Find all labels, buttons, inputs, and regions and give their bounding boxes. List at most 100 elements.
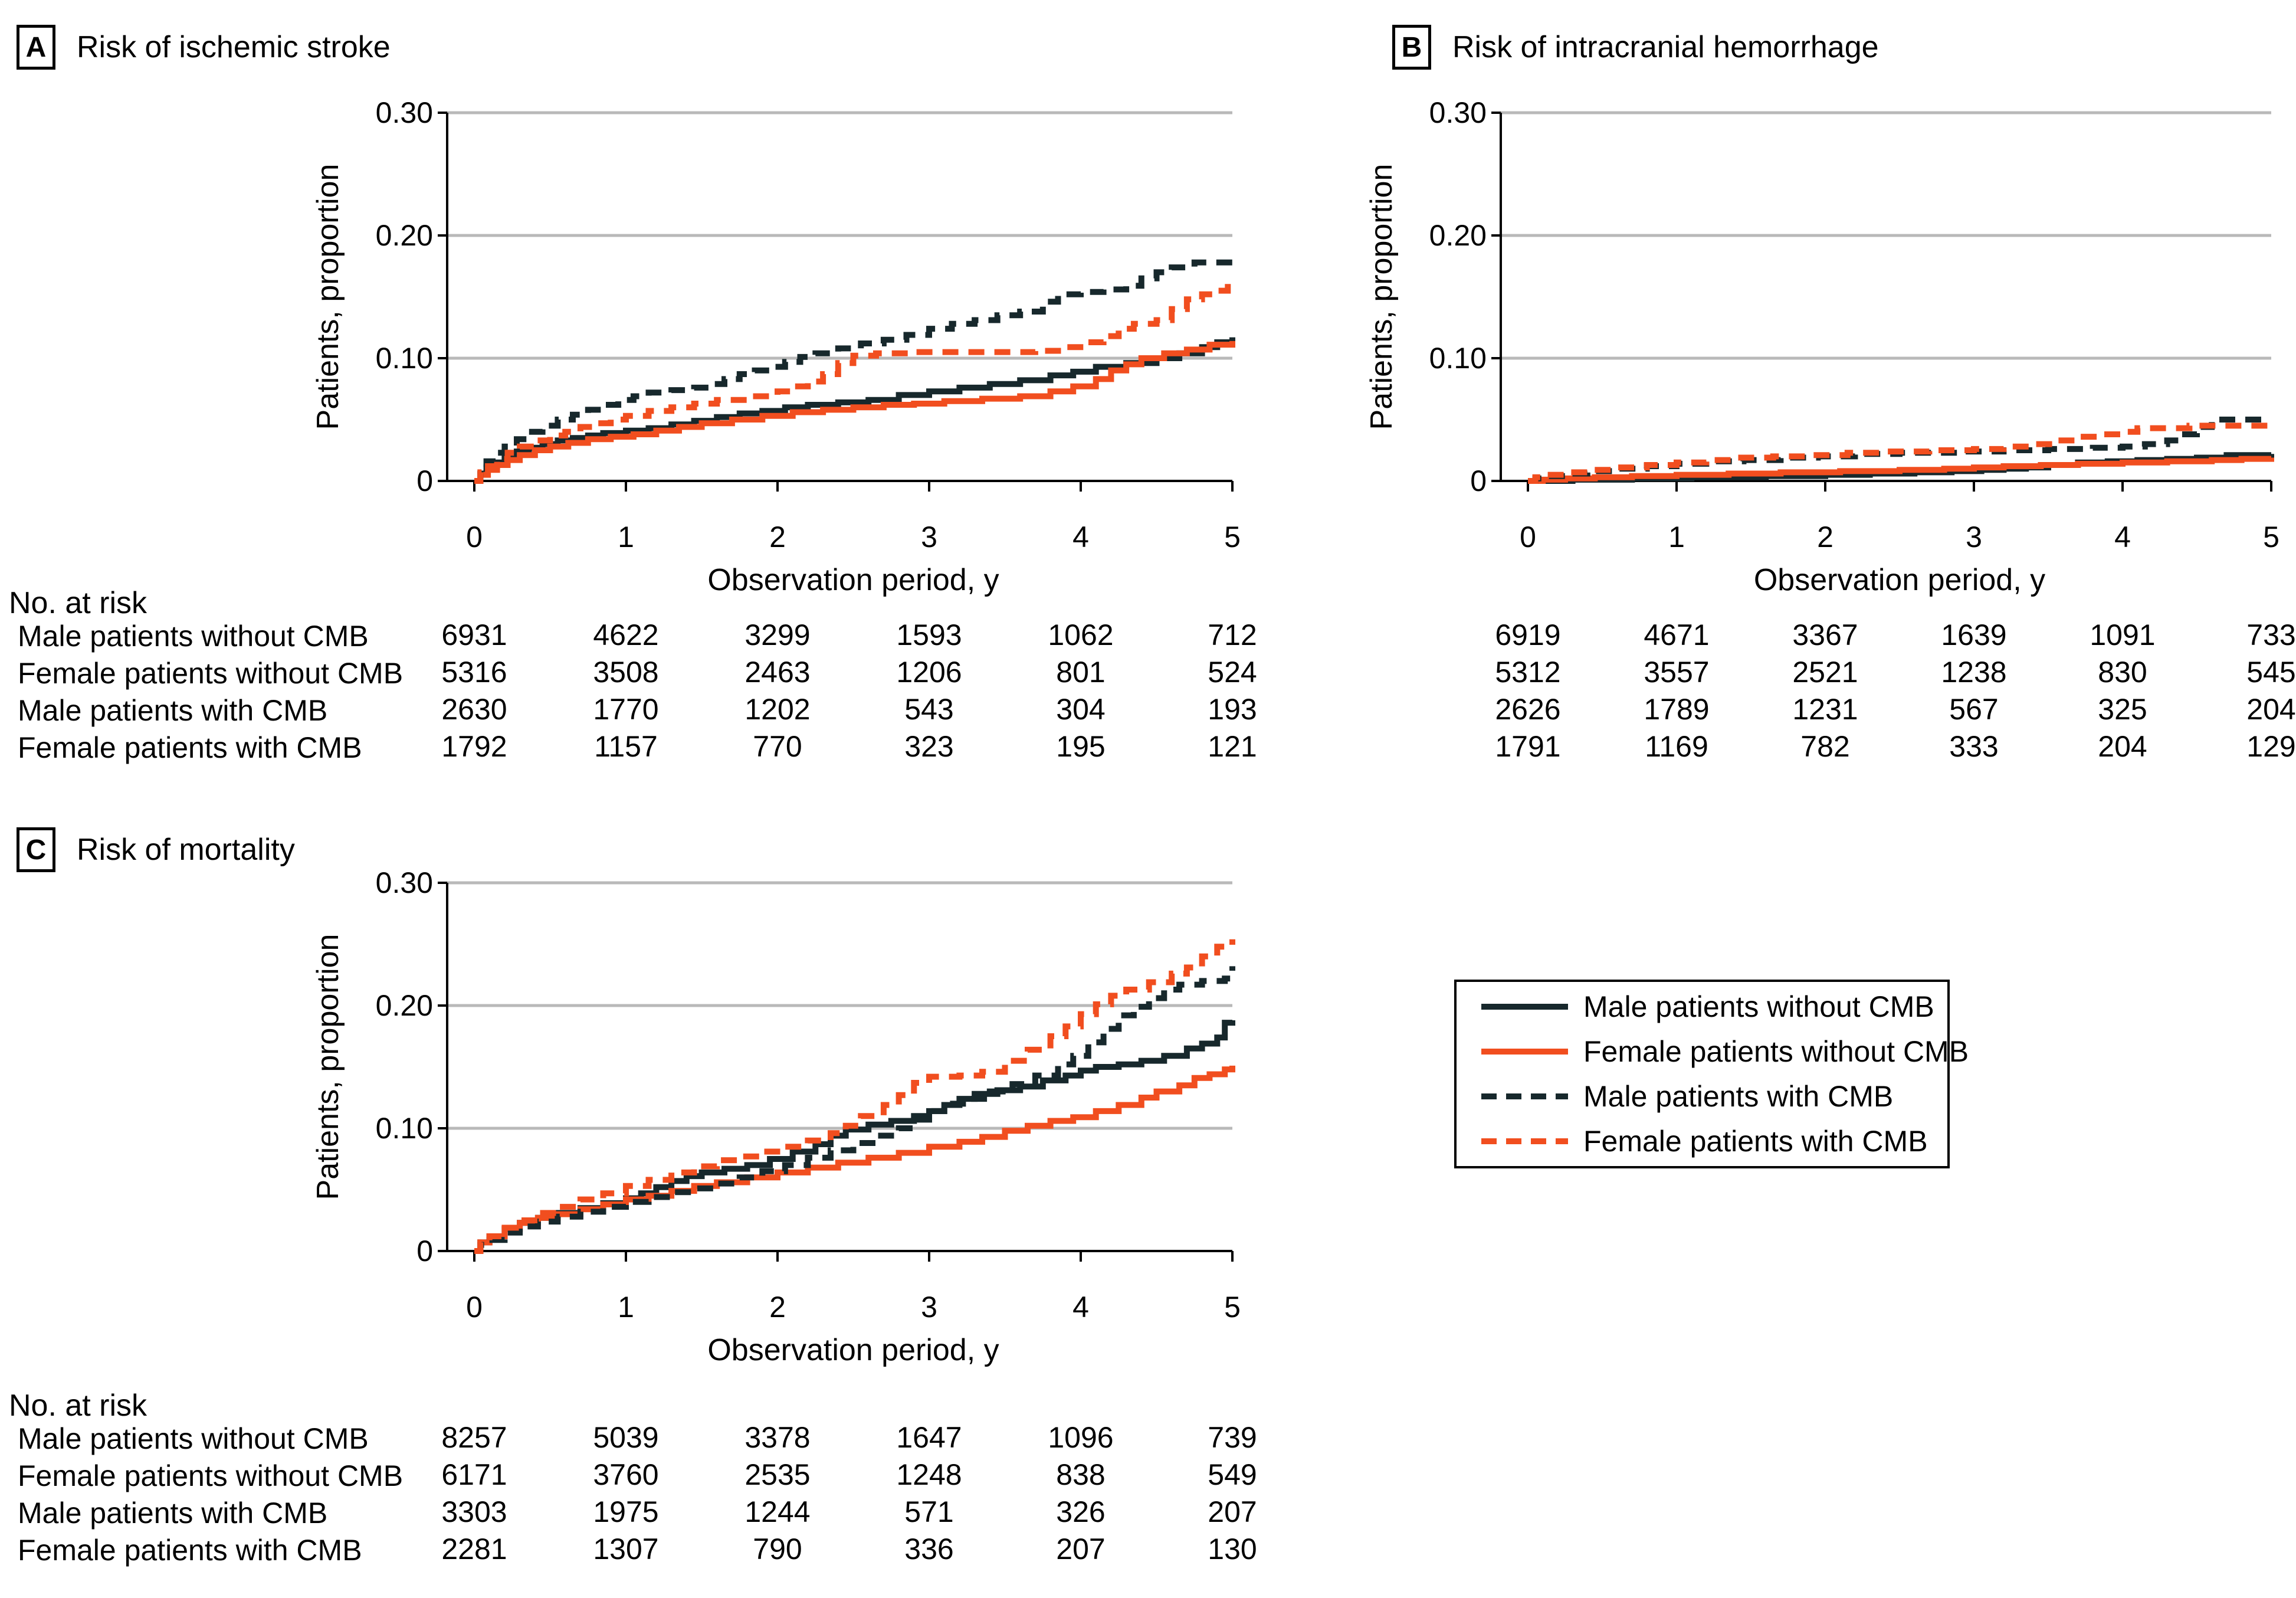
risk-row-label: Female patients with CMB — [18, 731, 362, 764]
risk-value: 1975 — [593, 1495, 659, 1528]
legend-item-label: Male patients with CMB — [1583, 1080, 1894, 1113]
risk-value: 770 — [753, 730, 802, 763]
risk-row-label: Female patients with CMB — [18, 1534, 362, 1567]
risk-value: 195 — [1056, 730, 1106, 763]
risk-value: 567 — [1949, 693, 1999, 726]
risk-value: 333 — [1949, 730, 1999, 763]
risk-value: 3378 — [744, 1421, 811, 1454]
risk-value: 326 — [1056, 1495, 1106, 1528]
x-tick-label: 1 — [618, 1291, 634, 1324]
series-male-patients-with-cmb-line — [474, 966, 1235, 1254]
risk-value: 549 — [1208, 1458, 1257, 1491]
x-tick-label: 2 — [769, 520, 786, 554]
risk-value: 1770 — [593, 693, 659, 726]
x-tick-label: 1 — [1668, 520, 1685, 554]
risk-value: 207 — [1208, 1495, 1257, 1528]
risk-row-label: Male patients with CMB — [18, 1497, 328, 1530]
risk-value: 3299 — [744, 618, 811, 651]
y-tick-label: 0.20 — [376, 219, 433, 252]
risk-value: 1062 — [1048, 618, 1114, 651]
legend: Male patients without CMB Female patients… — [1454, 980, 1969, 1168]
y-tick-label: 0 — [416, 1234, 433, 1268]
panel-a-header: A Risk of ischemic stroke — [17, 25, 391, 70]
legend-dashed-line-icon — [1481, 1093, 1568, 1099]
panel-a-plot: 0 0.10 0.20 0.30 0 1 2 3 4 5 Observation period, y… — [311, 96, 1241, 597]
risk-row-label: Male patients without CMB — [18, 620, 369, 653]
risk-value: 1238 — [1941, 656, 2007, 689]
risk-value: 545 — [2246, 656, 2296, 689]
x-tick-label: 0 — [1520, 520, 1536, 554]
legend-item-male-patients-without-cmb: Male patients without CMB — [1481, 990, 1947, 1024]
risk-value: 2463 — [744, 656, 811, 689]
legend-solid-line-icon — [1481, 1004, 1568, 1010]
y-tick-label: 0.30 — [1429, 96, 1487, 129]
x-tick-label: 4 — [1072, 520, 1089, 554]
risk-value: 336 — [904, 1532, 954, 1566]
risk-value: 1791 — [1495, 730, 1561, 763]
x-axis-title: Observation period, y — [707, 563, 999, 597]
risk-value: 1789 — [1644, 693, 1710, 726]
y-tick-label: 0.30 — [376, 866, 433, 899]
panel-b-letter-box: B — [1392, 25, 1431, 70]
x-tick-label: 5 — [2263, 520, 2279, 554]
risk-value: 6919 — [1495, 618, 1561, 651]
x-tick-label: 0 — [466, 1291, 483, 1324]
risk-value: 838 — [1056, 1458, 1106, 1491]
series-male-patients-without-cmb-line — [474, 1020, 1235, 1254]
risk-row-label: Female patients without CMB — [18, 1459, 404, 1492]
x-tick-label: 3 — [921, 1291, 937, 1324]
risk-value: 1202 — [744, 693, 811, 726]
risk-value: 204 — [2246, 693, 2296, 726]
y-tick-label: 0.20 — [376, 989, 433, 1022]
risk-value: 3303 — [441, 1495, 507, 1528]
panel-b-title: Risk of intracranial hemorrhage — [1452, 30, 1879, 64]
risk-value: 1647 — [896, 1421, 962, 1454]
panel-a-letter-box: A — [17, 25, 55, 70]
series-female-patients-without-cmb-line — [474, 340, 1235, 484]
risk-value: 2626 — [1495, 693, 1561, 726]
series-female-patients-with-cmb-line — [474, 939, 1235, 1254]
series-female-patients-with-cmb-line — [474, 280, 1235, 484]
series-female-patients-without-cmb-line — [1528, 456, 2274, 484]
series-female-patients-with-cmb-line — [1528, 423, 2271, 484]
risk-value: 3760 — [593, 1458, 659, 1491]
series-male-patients-with-cmb-line — [474, 259, 1235, 484]
risk-value: 130 — [1208, 1532, 1257, 1566]
legend-item-label: Female patients without CMB — [1583, 1035, 1969, 1068]
y-tick-label: 0.10 — [376, 1112, 433, 1145]
legend-item-label: Male patients without CMB — [1583, 990, 1934, 1023]
risk-value: 325 — [2098, 693, 2147, 726]
risk-value: 8257 — [441, 1421, 507, 1454]
risk-value: 1244 — [744, 1495, 811, 1528]
risk-value: 2535 — [744, 1458, 811, 1491]
x-tick-label: 2 — [769, 1291, 786, 1324]
risk-value: 3557 — [1644, 656, 1710, 689]
x-tick-label: 5 — [1224, 520, 1241, 554]
risk-value: 1231 — [1792, 693, 1858, 726]
y-tick-label: 0.30 — [376, 96, 433, 129]
y-tick-label: 0.10 — [1429, 342, 1487, 375]
legend-solid-line-icon — [1481, 1049, 1568, 1055]
x-tick-label: 4 — [1072, 1291, 1089, 1324]
y-tick-label: 0.10 — [376, 342, 433, 375]
y-tick-label: 0 — [416, 464, 433, 497]
risk-value: 304 — [1056, 693, 1106, 726]
panel-b-header: B Risk of intracranial hemorrhage — [1392, 25, 1879, 70]
legend-item-female-patients-with-cmb: Female patients with CMB — [1481, 1124, 1947, 1158]
y-tick-label: 0.20 — [1429, 219, 1487, 252]
risk-value: 571 — [904, 1495, 954, 1528]
risk-value: 129 — [2246, 730, 2296, 763]
risk-value: 782 — [1800, 730, 1850, 763]
x-tick-label: 2 — [1817, 520, 1833, 554]
legend-item-female-patients-without-cmb: Female patients without CMB — [1481, 1034, 1969, 1069]
risk-value: 4622 — [593, 618, 659, 651]
risk-value: 2281 — [441, 1532, 507, 1566]
risk-value: 4671 — [1644, 618, 1710, 651]
risk-value: 712 — [1208, 618, 1257, 651]
risk-value: 2630 — [441, 693, 507, 726]
series-female-patients-without-cmb-line — [474, 1065, 1235, 1254]
y-tick-label: 0 — [1470, 464, 1487, 497]
risk-value: 1248 — [896, 1458, 962, 1491]
x-tick-label: 3 — [1966, 520, 1982, 554]
